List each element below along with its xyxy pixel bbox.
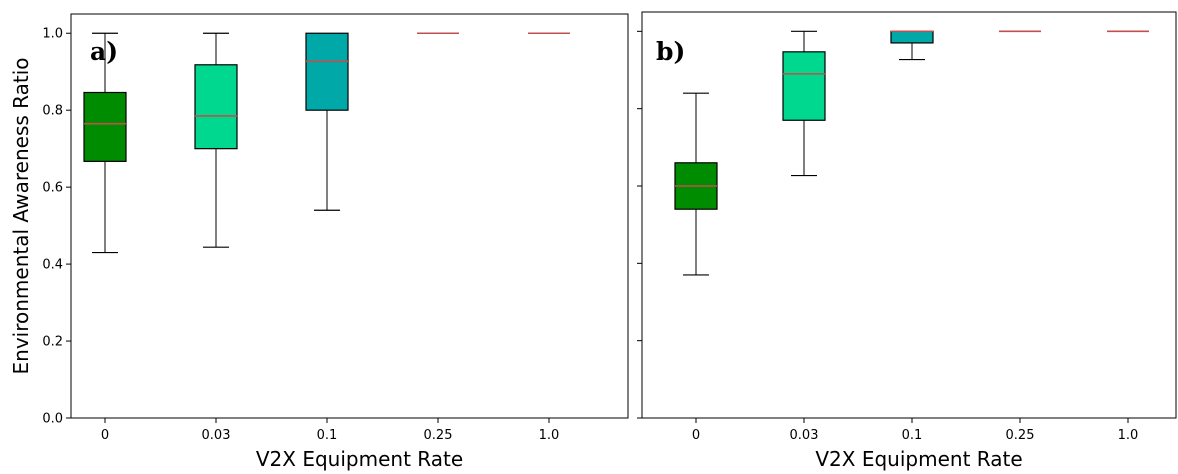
plot-frame <box>641 11 1177 419</box>
y-axis-title: Environmental Awareness Ratio <box>9 58 33 375</box>
x-axis-title: V2X Equipment Rate <box>815 447 1022 471</box>
box-0 <box>83 32 127 254</box>
iqr-box <box>83 91 127 162</box>
box-0_03 <box>194 32 238 248</box>
iqr-box <box>890 30 934 44</box>
panel-label: b) <box>656 37 685 66</box>
plot-frame <box>70 13 629 419</box>
panel-label: a) <box>90 37 118 66</box>
x-tick-label: 1.0 <box>539 428 560 443</box>
x-tick-label: 0.03 <box>202 428 231 443</box>
x-tick-label: 1.0 <box>1118 428 1139 443</box>
y-tick-label: 0.0 <box>42 412 63 427</box>
x-tick-label: 0.1 <box>317 428 338 443</box>
y-tick-label: 1.0 <box>42 27 63 42</box>
iqr-box <box>782 51 826 121</box>
panel-a: 0.0 0.2 0.4 0.6 0.8 1.0 0 0.03 0.1 0.25 1.0 V2X Equ… <box>9 13 629 471</box>
box-0_1 <box>890 30 934 61</box>
iqr-box <box>194 64 238 150</box>
panel-b: 0 0.03 0.1 0.25 1.0 V2X Equipment Rate b) <box>637 11 1177 471</box>
y-tick-label: 0.2 <box>42 335 63 350</box>
iqr-box <box>305 32 349 111</box>
box-0_1 <box>305 32 349 211</box>
x-tick-label: 0 <box>692 428 700 443</box>
x-tick-label: 0 <box>101 428 109 443</box>
y-tick-label: 0.6 <box>42 181 63 196</box>
y-tick-label: 0.4 <box>42 258 63 273</box>
y-tick-label: 0.8 <box>42 104 63 119</box>
box-0_03 <box>782 30 826 177</box>
x-tick-label: 0.03 <box>790 428 819 443</box>
x-tick-label: 0.25 <box>424 428 453 443</box>
x-tick-label: 0.1 <box>902 428 923 443</box>
x-axis-title: V2X Equipment Rate <box>256 447 463 471</box>
x-tick-label: 0.25 <box>1006 428 1035 443</box>
box-0 <box>674 92 718 276</box>
